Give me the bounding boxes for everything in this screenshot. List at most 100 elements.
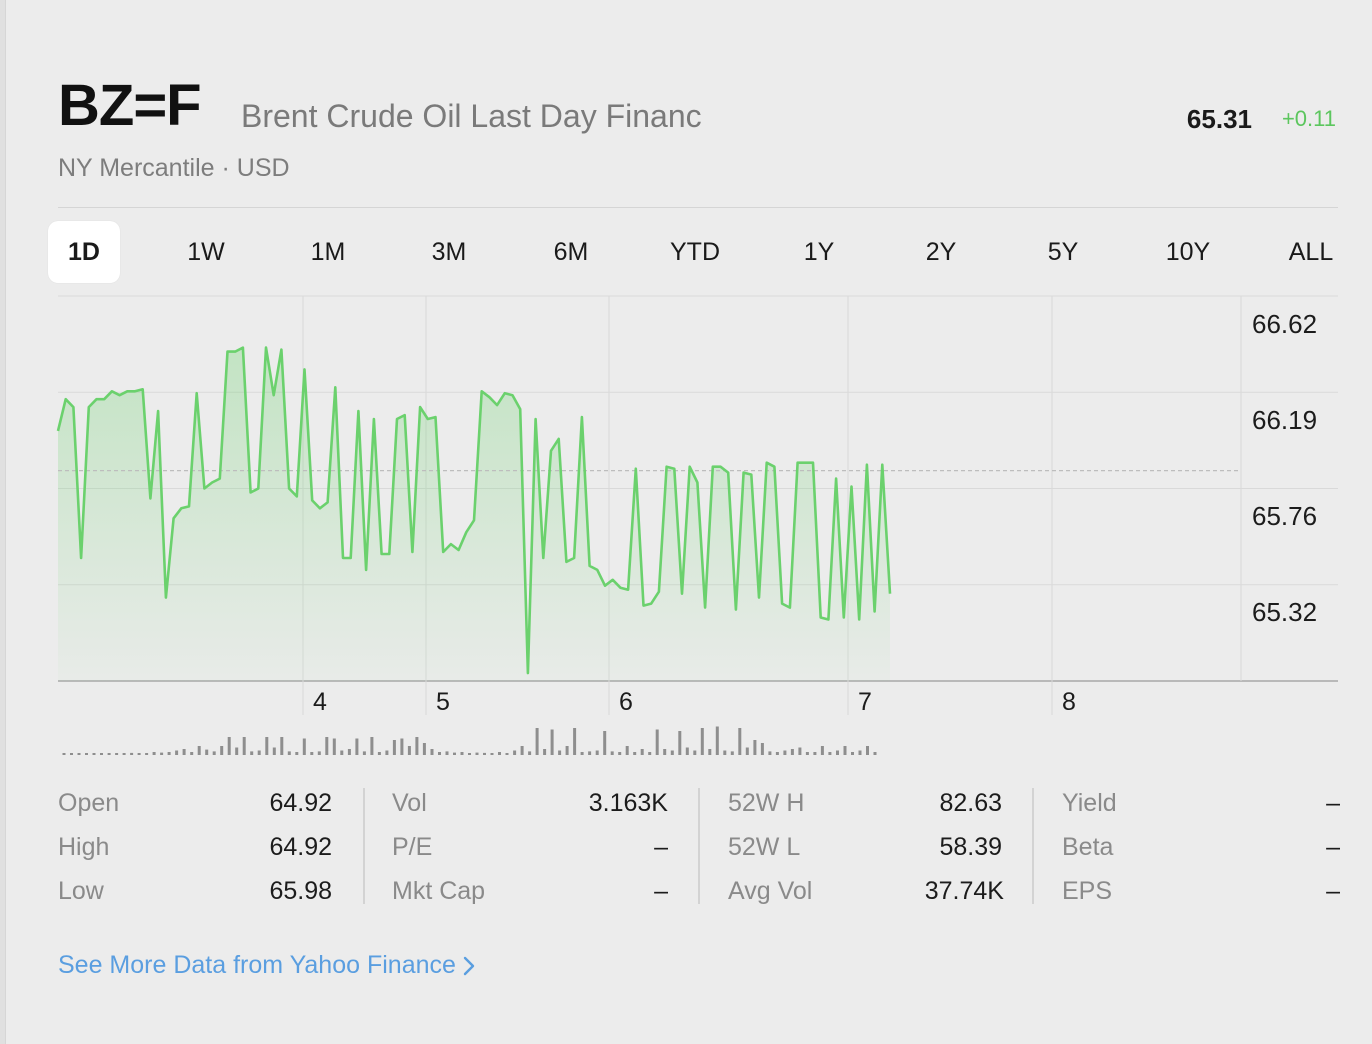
volume-bar [130,752,134,755]
y-axis-labels: 66.62 66.19 65.76 65.32 [1252,309,1317,627]
volume-bar [745,747,749,755]
volume-bar [107,753,111,755]
tab-3m[interactable]: 3M [431,238,467,266]
volume-bar [573,728,577,755]
instrument-name: Brent Crude Oil Last Day Financ [241,98,702,134]
vol-label: Vol [392,789,427,817]
volume-bar [528,751,532,755]
52w-low-label: 52W L [728,833,801,861]
pe-label: P/E [392,833,433,861]
volume-bar [618,752,622,755]
volume-bar [603,731,607,755]
volume-bar [347,749,351,755]
y-tick-label: 65.76 [1252,501,1317,531]
x-tick-label: 8 [1062,688,1076,716]
open-value: 64.92 [269,789,332,817]
volume-bar [325,737,329,755]
volume-bar [513,750,517,755]
column-separator [363,788,365,904]
volume-bar [610,751,614,755]
volume-bar [738,728,742,755]
volume-bar [805,752,809,755]
tab-1w[interactable]: 1W [187,238,225,266]
volume-bar [543,749,547,755]
volume-bar [340,750,344,755]
volume-bar [438,752,441,755]
low-label: Low [58,877,104,905]
volume-bar [775,752,779,755]
volume-bar [295,752,299,755]
volume-bar [828,752,832,755]
yahoo-finance-link[interactable]: See More Data from Yahoo Finance [58,948,476,982]
volume-bar [445,751,449,755]
tab-1m[interactable]: 1M [310,238,346,266]
high-label: High [58,833,110,861]
y-tick-label: 66.19 [1252,405,1317,435]
volume-bar [453,752,456,755]
volume-bar [753,740,757,755]
low-value: 65.98 [269,877,332,905]
volume-bar [100,753,103,755]
volume-bar [377,752,381,755]
volume-bar [700,728,704,755]
52w-high-value: 82.63 [939,789,1002,817]
volume-bar [715,726,719,755]
x-axis-labels: 4 5 6 7 8 [313,688,1076,716]
tab-ytd[interactable]: YTD [670,238,720,266]
volume-bar [873,752,877,755]
volume-bar [392,740,396,755]
volume-bar [490,753,494,755]
volume-bar [272,747,276,755]
volume-bar [415,737,419,755]
tab-10y[interactable]: 10Y [1165,238,1211,266]
tab-1d[interactable]: 1D [48,221,120,283]
volume-bar [332,738,336,755]
tab-2y[interactable]: 2Y [925,238,957,266]
volume-bar [858,750,862,755]
volume-bar [190,752,194,755]
volume-bar [836,750,839,755]
volume-bar [287,751,291,755]
volume-bar [175,750,179,755]
y-tick-label: 66.62 [1252,309,1317,339]
volume-bar [167,752,171,755]
volume-bar [280,737,284,755]
volume-bar [625,746,629,755]
volume-bar [77,753,81,755]
column-separator [1032,788,1034,904]
volume-bar [242,737,246,755]
volume-bar [843,746,847,755]
volume-bar [430,749,434,755]
vol-value: 3.163K [588,789,668,817]
yahoo-finance-link-label: See More Data from Yahoo Finance [58,951,456,979]
volume-bar [115,753,119,755]
volume-bar [505,753,509,755]
volume-bar [235,747,239,755]
volume-bar [85,753,88,755]
tab-6m[interactable]: 6M [553,238,589,266]
avg-vol-value: 37.74K [924,877,1004,905]
volume-bar [670,750,674,755]
volume-bar [730,751,734,755]
eps-value: – [1326,877,1340,905]
tab-5y[interactable]: 5Y [1047,238,1079,266]
volume-bar [92,753,96,755]
volume-bar [663,749,667,755]
y-tick-label: 65.32 [1252,597,1317,627]
52w-low-value: 58.39 [939,833,1002,861]
volume-bar [723,750,727,755]
current-price: 65.31 [1186,104,1252,134]
yield-label: Yield [1062,789,1117,817]
tab-1y[interactable]: 1Y [803,238,835,266]
mktcap-value: – [654,877,668,905]
volume-bar [468,753,471,755]
tab-all[interactable]: ALL [1288,238,1334,266]
price-chart[interactable]: 66.62 66.19 65.76 65.32 4 5 6 7 8 [0,0,1372,770]
volume-bar [122,753,126,755]
volume-bar [693,750,697,755]
volume-bar [483,752,486,755]
window-left-edge [0,0,6,1044]
exchange-currency: NY Mercantile · USD [58,154,290,182]
volume-bar [588,751,592,755]
volume-bars [62,726,877,755]
